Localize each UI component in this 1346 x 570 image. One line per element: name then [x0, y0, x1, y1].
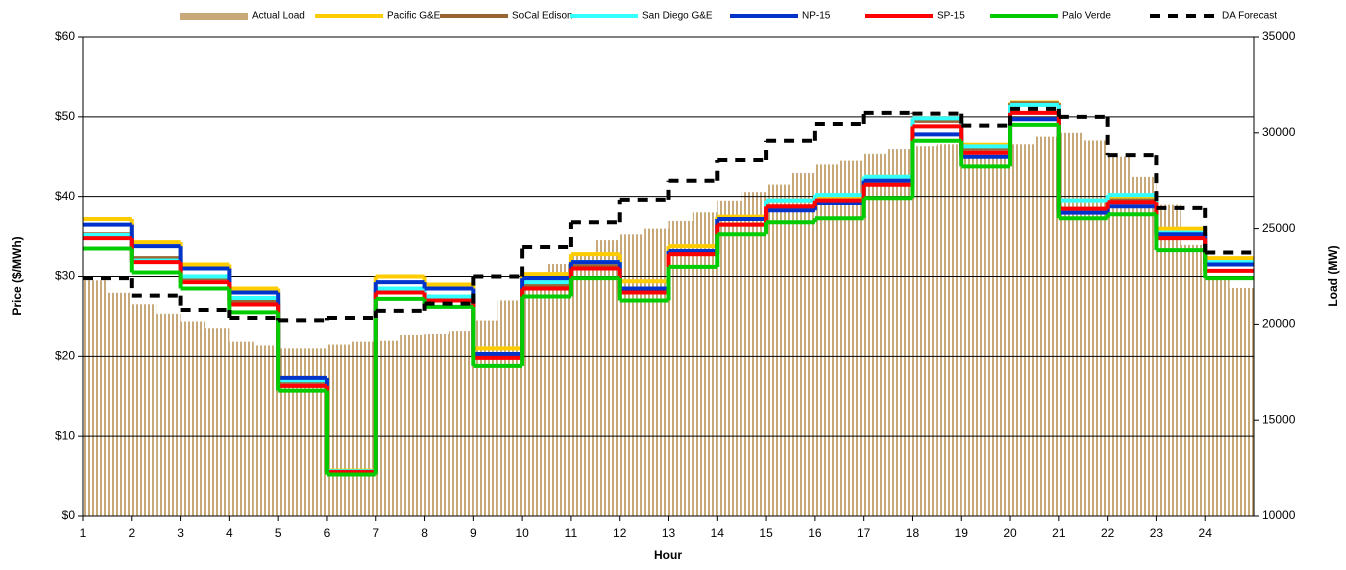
load-bar: [180, 321, 205, 516]
y-axis-title: Price ($/MWh): [10, 236, 24, 315]
load-bar: [448, 331, 474, 516]
legend-label: DA Forecast: [1222, 11, 1277, 22]
x-tick-label: 5: [275, 526, 282, 540]
y2-axis-title: Load (MW): [1326, 245, 1340, 306]
load-bar: [1132, 176, 1157, 517]
price-series: [83, 106, 1254, 323]
y-tick-label: $0: [62, 508, 76, 522]
legend-label: SP-15: [937, 11, 965, 22]
load-bar: [595, 240, 620, 516]
load-bar: [1229, 287, 1254, 516]
x-axis-title: Hour: [654, 548, 682, 562]
legend-label: NP-15: [802, 11, 831, 22]
x-tick-label: 22: [1101, 526, 1115, 540]
legend-swatch: [180, 13, 248, 20]
legend-label: Pacific G&E: [387, 11, 441, 22]
load-bar: [351, 341, 376, 516]
load-bar: [253, 345, 279, 516]
load-bar: [985, 152, 1011, 516]
load-bar: [522, 280, 547, 516]
y-tick-label: $60: [55, 29, 75, 43]
load-bar: [497, 300, 523, 516]
x-tick-label: 19: [955, 526, 969, 540]
load-bar: [107, 292, 132, 516]
price-series: [83, 122, 1254, 477]
y-tick-label: $20: [55, 349, 75, 363]
x-tick-label: 16: [808, 526, 822, 540]
x-tick-label: 14: [711, 526, 725, 540]
load-bar: [424, 333, 449, 516]
x-tick-label: 9: [470, 526, 477, 540]
legend-label: SoCal Edison: [512, 11, 573, 22]
load-bar: [814, 164, 840, 516]
x-tick-label: 10: [515, 526, 529, 540]
load-bar: [400, 334, 425, 516]
load-bar: [229, 341, 254, 516]
load-bar: [717, 200, 742, 516]
load-bar: [692, 212, 718, 516]
plot-frame: [82, 36, 1255, 517]
load-bar: [204, 328, 230, 516]
x-tick-label: 17: [857, 526, 871, 540]
load-bar: [1083, 140, 1108, 517]
x-tick-label: 8: [421, 526, 428, 540]
load-bar: [546, 264, 571, 516]
load-bar: [156, 313, 181, 516]
y2-tick-label: 20000: [1262, 317, 1296, 331]
load-bar: [1156, 204, 1181, 516]
x-tick-label: 24: [1199, 526, 1213, 540]
legend-label: Actual Load: [252, 11, 305, 22]
x-tick-label: 18: [906, 526, 920, 540]
y2-tick-label: 30000: [1262, 125, 1296, 139]
y-tick-label: $40: [55, 189, 75, 203]
load-bar: [668, 220, 693, 516]
x-tick-label: 7: [372, 526, 379, 540]
x-tick-label: 20: [1003, 526, 1017, 540]
load-bar: [1010, 144, 1035, 516]
x-tick-label: 23: [1150, 526, 1164, 540]
y2-tick-label: 10000: [1262, 508, 1296, 522]
y2-tick-label: 15000: [1262, 412, 1296, 426]
load-bar: [839, 160, 864, 516]
load-bar: [1034, 136, 1059, 516]
x-tick-label: 13: [662, 526, 676, 540]
x-tick-label: 12: [613, 526, 627, 540]
x-tick-label: 15: [759, 526, 773, 540]
y2-tick-label: 25000: [1262, 221, 1296, 235]
x-tick-label: 1: [80, 526, 87, 540]
x-tick-label: 6: [324, 526, 331, 540]
load-bar: [570, 252, 596, 517]
load-bar: [766, 184, 791, 517]
legend-label: Palo Verde: [1062, 11, 1111, 22]
load-bar: [741, 192, 767, 517]
x-tick-label: 4: [226, 526, 233, 540]
x-tick-label: 21: [1052, 526, 1066, 540]
y-tick-label: $50: [55, 109, 75, 123]
load-bar: [278, 348, 303, 516]
load-bar: [302, 348, 327, 516]
y-tick-label: $10: [55, 428, 75, 442]
load-bar: [644, 228, 669, 516]
load-bar: [326, 344, 352, 516]
load-bar: [131, 304, 157, 516]
load-bar: [888, 149, 913, 516]
load-bar: [83, 280, 108, 516]
x-tick-label: 11: [565, 526, 578, 540]
load-bar: [1205, 276, 1230, 516]
x-tick-label: 2: [128, 526, 135, 540]
x-tick-label: 3: [177, 526, 184, 540]
load-bar: [863, 153, 889, 516]
load-bar: [1058, 132, 1084, 517]
load-bar: [1180, 244, 1206, 517]
load-bar: [375, 340, 401, 516]
legend-label: San Diego G&E: [642, 11, 713, 22]
load-bar: [912, 146, 937, 516]
load-bar: [961, 149, 986, 516]
load-bar: [1107, 156, 1133, 516]
load-bar: [936, 144, 962, 516]
y2-tick-label: 35000: [1262, 29, 1296, 43]
y-tick-label: $30: [55, 269, 75, 283]
load-bar: [790, 173, 815, 516]
